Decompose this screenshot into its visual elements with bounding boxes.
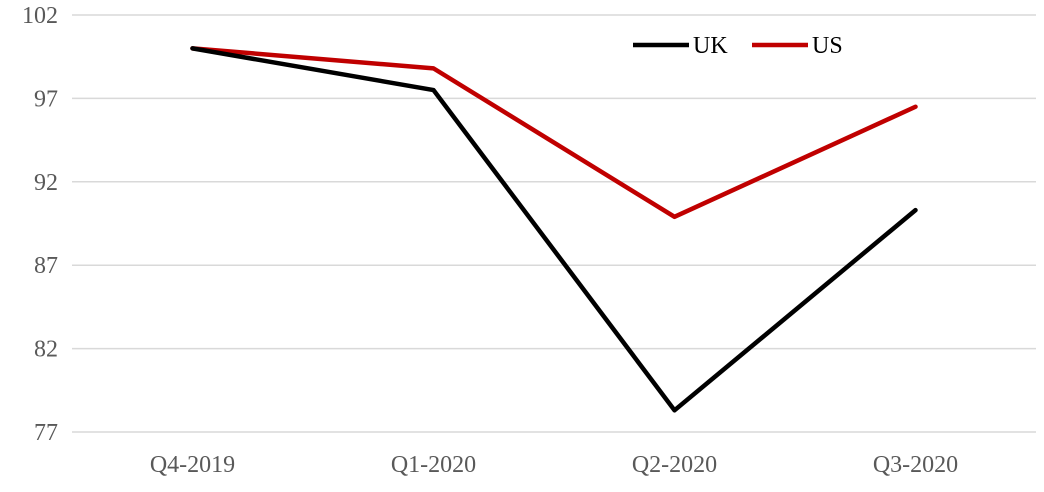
series-line-uk	[190, 46, 918, 413]
y-tick-label: 92	[34, 170, 58, 196]
y-tick-label: 82	[34, 337, 58, 363]
legend-label-uk: UK	[693, 33, 728, 59]
x-axis: Q4-2019 Q1-2020 Q2-2020 Q3-2020	[150, 452, 958, 478]
y-tick-label: 97	[34, 86, 58, 112]
y-tick-label: 77	[34, 420, 58, 446]
gridlines	[72, 14, 1036, 433]
legend-label-us: US	[812, 33, 843, 59]
x-tick-label: Q3-2020	[873, 452, 958, 478]
series-lines	[190, 46, 918, 413]
x-tick-label: Q2-2020	[632, 452, 717, 478]
y-axis: 102 97 92 87 82 77	[22, 3, 58, 446]
x-tick-label: Q4-2019	[150, 452, 235, 478]
series-line-us	[190, 46, 918, 220]
y-tick-label: 102	[22, 3, 58, 29]
y-tick-label: 87	[34, 253, 58, 279]
legend: UK US	[633, 33, 843, 59]
x-tick-label: Q1-2020	[391, 452, 476, 478]
